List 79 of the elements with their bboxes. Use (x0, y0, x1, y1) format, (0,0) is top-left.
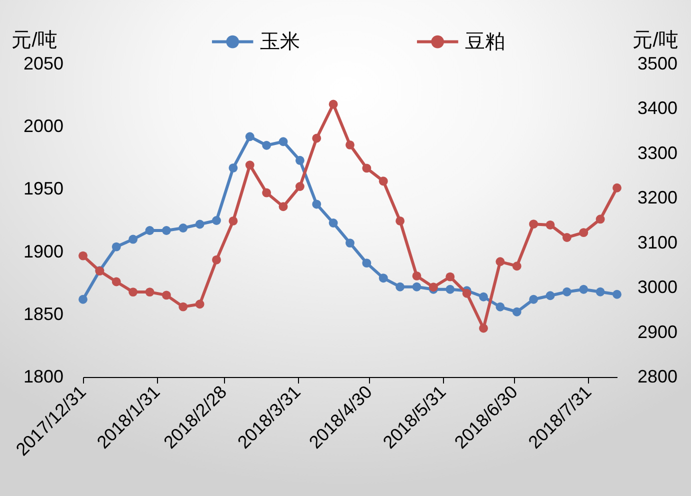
point (496, 257, 505, 266)
point (178, 224, 188, 232)
y2-tick-label: 2900 (638, 322, 678, 342)
point (112, 242, 121, 252)
point (546, 220, 555, 230)
point (362, 258, 372, 268)
point (579, 228, 588, 238)
y2-tick-label: 3300 (638, 142, 678, 163)
y2-tick-label: 3500 (638, 54, 678, 74)
y-tick-label: 1800 (23, 366, 64, 386)
y-tick-label: 1950 (23, 178, 64, 199)
y2-tick-label: 3200 (638, 188, 678, 208)
legend-label: 玉米 (260, 30, 300, 53)
point (412, 271, 422, 280)
point (346, 140, 354, 150)
point (612, 290, 622, 299)
point (446, 284, 455, 294)
point (295, 182, 304, 191)
point (228, 216, 238, 226)
point (462, 288, 472, 298)
point (446, 272, 455, 282)
y-tick-label: 1850 (23, 304, 64, 324)
point (496, 302, 505, 312)
legend-label: 豆粕 (465, 30, 506, 53)
point (479, 292, 488, 302)
point (328, 100, 338, 109)
point (362, 164, 372, 173)
point (312, 134, 322, 143)
point (346, 238, 354, 248)
y2-axis-title: 元/吨 (632, 30, 678, 52)
point (128, 288, 138, 297)
point (78, 294, 88, 304)
point (529, 294, 538, 304)
point (228, 163, 238, 172)
point (112, 277, 121, 286)
point (162, 226, 171, 235)
point (378, 176, 388, 186)
y2-tick-label: 3400 (638, 98, 678, 118)
point (412, 282, 422, 292)
point (512, 307, 522, 316)
point (378, 274, 388, 283)
point (596, 287, 605, 296)
point (145, 226, 154, 235)
point (546, 291, 555, 300)
point (212, 255, 221, 264)
point (596, 214, 605, 224)
y2-tick-label: 2800 (638, 366, 678, 386)
y2-tick-label: 3100 (638, 232, 678, 252)
point (212, 216, 221, 225)
point (78, 251, 88, 260)
point (278, 202, 288, 212)
point (195, 220, 204, 229)
y-tick-label: 2000 (23, 116, 64, 136)
point (178, 302, 188, 312)
y-tick-label: 1900 (23, 241, 64, 262)
point (612, 183, 622, 192)
point (245, 132, 254, 142)
point (396, 282, 405, 292)
point (262, 140, 272, 150)
point (562, 233, 572, 242)
point (479, 324, 488, 333)
point (529, 220, 538, 229)
point (245, 160, 254, 170)
point (262, 188, 272, 198)
point (128, 234, 138, 244)
y-tick-label: 2050 (23, 54, 64, 74)
y2-tick-label: 3000 (638, 277, 678, 298)
point (162, 290, 171, 300)
point (512, 262, 522, 271)
point (278, 137, 288, 146)
point (145, 288, 154, 297)
y-axis-title: 元/吨 (12, 30, 58, 52)
point (312, 200, 322, 209)
point (579, 284, 588, 294)
point (328, 218, 338, 228)
point (295, 156, 304, 165)
point (562, 287, 572, 296)
point (396, 216, 405, 226)
point (195, 300, 204, 309)
